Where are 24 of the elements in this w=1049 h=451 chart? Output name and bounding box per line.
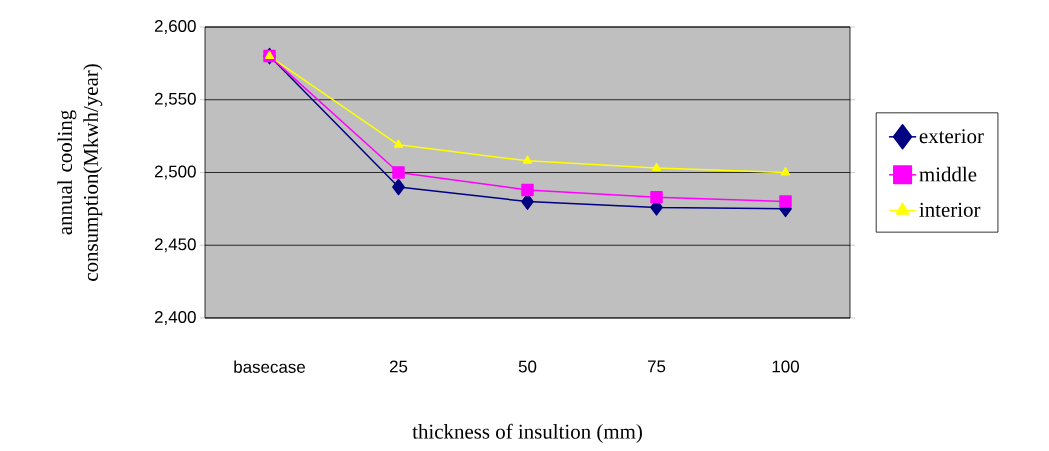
legend-label: middle [919,166,977,182]
x-tick-label: 100 [772,360,799,373]
x-axis-title: thickness of insultion (mm) [412,423,642,443]
x-tick-label: 75 [647,360,666,373]
x-tick-label: 50 [518,360,537,373]
x-tick-label: 25 [389,360,408,373]
y-tick-label: 2,500 [154,165,196,180]
y-tick-label: 2,450 [154,238,196,253]
y-tick-label: 2,550 [154,92,196,107]
point [780,167,791,176]
y-axis-title: annual cooling consumption(Mkwh/year) [57,64,103,281]
point [392,178,405,196]
y-tick-label: 2,600 [154,19,196,34]
point [522,155,533,164]
legend-label: interior [919,202,981,217]
point [392,166,405,179]
point [651,162,662,172]
point [393,139,404,148]
legend-label: exterior [919,129,984,144]
point [779,195,792,208]
point [521,183,534,197]
point [650,190,663,204]
x-tick-label: basecase [234,360,305,373]
y-tick-label: 2,400 [154,310,196,325]
